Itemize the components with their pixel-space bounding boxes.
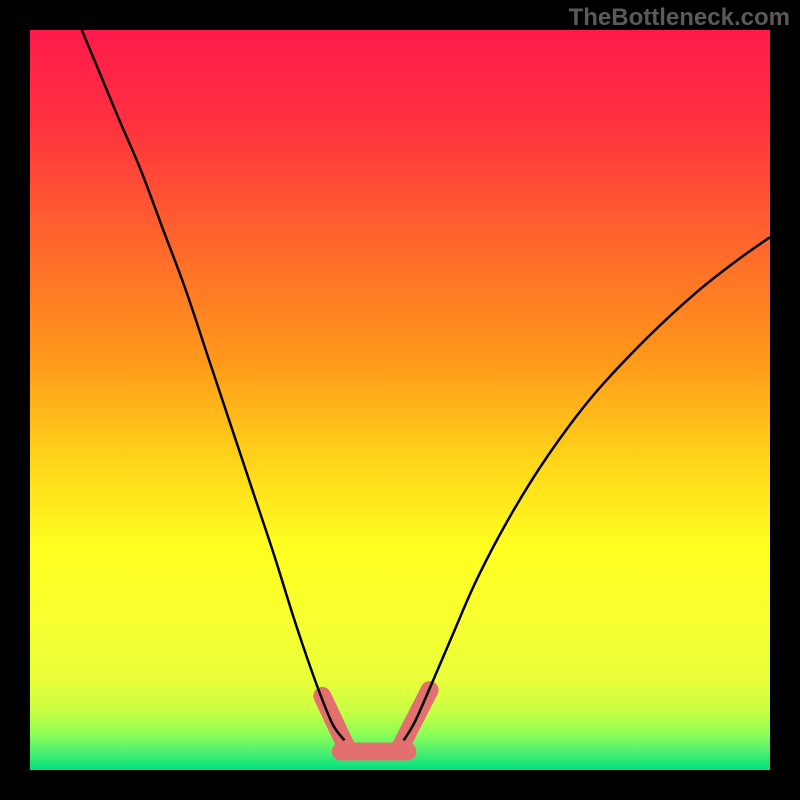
watermark-text: TheBottleneck.com (569, 4, 790, 32)
gradient-background (30, 30, 770, 770)
plot-area (30, 30, 770, 770)
chart-svg (30, 30, 770, 770)
